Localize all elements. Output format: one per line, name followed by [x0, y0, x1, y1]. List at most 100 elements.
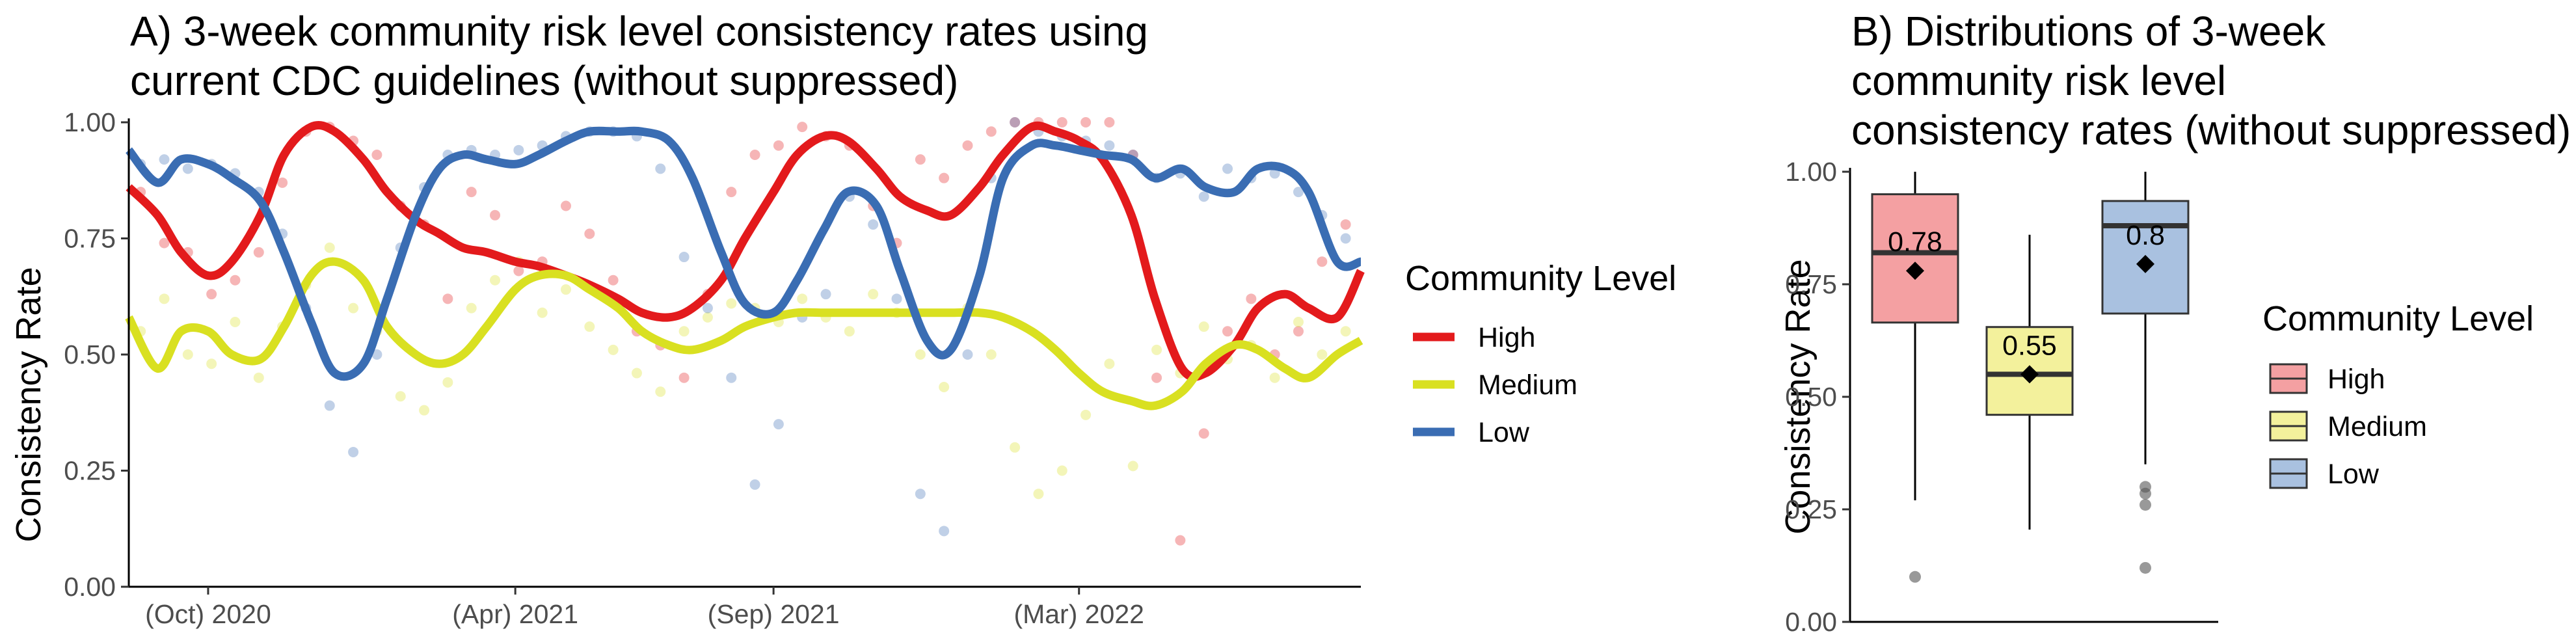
- point-low: [371, 349, 382, 360]
- point-high: [560, 200, 571, 211]
- point-medium: [395, 391, 406, 402]
- point-low: [1340, 233, 1351, 244]
- point-medium: [490, 275, 501, 286]
- point-medium: [324, 242, 335, 253]
- point-high: [1010, 117, 1021, 127]
- point-medium: [1127, 461, 1138, 472]
- point-low: [1010, 117, 1021, 127]
- point-high: [1198, 428, 1209, 439]
- panel-a-y-axis-title: Consistency Rate: [9, 267, 48, 542]
- panel-a-axes: 0.00 0.25 0.50 0.75 1.00 (Oct) 2020 (Apr) 2021…: [64, 107, 1361, 629]
- point-low: [1104, 140, 1115, 151]
- point-high: [513, 265, 524, 276]
- panel-b-title-line-3: consistency rates (without suppressed): [1851, 107, 2571, 154]
- point-high: [773, 140, 784, 151]
- point-low: [678, 252, 690, 263]
- point-medium: [584, 321, 595, 332]
- point-medium: [159, 293, 170, 304]
- point-high: [1293, 326, 1304, 337]
- point-high: [277, 177, 288, 188]
- point-medium: [631, 368, 642, 379]
- point-low: [749, 479, 760, 490]
- point-medium: [702, 312, 713, 323]
- point-low: [182, 163, 193, 174]
- point-medium: [608, 344, 619, 355]
- panel-a-x-tick-label: (Oct) 2020: [145, 599, 271, 629]
- point-medium: [1104, 358, 1115, 369]
- box-high: [1871, 193, 1959, 324]
- legend-label-box-low: Low: [2328, 459, 2380, 490]
- panel-b-y-tick-label: 0.25: [1785, 494, 1837, 524]
- panel-b-boxes-layer: 0.78 0.55 0.8: [1871, 172, 2190, 583]
- point-low: [324, 400, 335, 411]
- point-medium: [348, 302, 359, 314]
- point-medium: [419, 405, 430, 416]
- point-high: [1317, 256, 1328, 267]
- point-low: [1222, 163, 1233, 174]
- point-low: [820, 289, 831, 300]
- point-low: [891, 293, 902, 304]
- point-medium: [182, 349, 193, 360]
- outlier-low: [2140, 499, 2151, 511]
- point-high: [206, 289, 217, 300]
- point-medium: [1056, 465, 1067, 476]
- panel-a-y-tick-label: 0.00: [64, 572, 116, 602]
- point-low: [655, 163, 666, 174]
- point-medium: [1198, 321, 1209, 332]
- panel-b-box-chart: B) Distributions of 3-week community ris…: [1778, 8, 2571, 637]
- panel-a-lines-layer: [125, 121, 1365, 410]
- point-high: [1340, 219, 1351, 230]
- point-low: [159, 154, 170, 165]
- legend-label-low: Low: [1478, 417, 1530, 448]
- panel-b-y-tick-label: 1.00: [1785, 157, 1837, 187]
- point-medium: [1151, 344, 1162, 355]
- point-high: [939, 172, 950, 183]
- panel-b-y-axis-title: Consistency Rate: [1778, 259, 1818, 534]
- point-high: [1151, 372, 1162, 383]
- series-line-low: [125, 126, 1362, 381]
- point-high: [678, 372, 690, 383]
- point-medium: [868, 289, 879, 300]
- point-low: [773, 419, 784, 430]
- panel-b-y-tick-label: 0.00: [1785, 607, 1837, 637]
- point-high: [749, 149, 760, 160]
- series-line-medium: [125, 257, 1363, 410]
- point-low: [1269, 168, 1280, 179]
- panel-a-x-tick-label: (Sep) 2021: [708, 599, 840, 629]
- panel-a-y-tick-label: 0.50: [64, 340, 116, 369]
- mean-marker-high: [1906, 262, 1924, 280]
- mean-label-low: 0.8: [2126, 220, 2165, 251]
- panel-a-legend-title: Community Level: [1405, 259, 1676, 298]
- point-high: [371, 149, 382, 160]
- point-high: [1246, 293, 1257, 304]
- point-high: [962, 140, 973, 151]
- point-high: [1056, 117, 1067, 127]
- outlier-high: [1909, 570, 1921, 583]
- panel-b-y-tick-label: 0.50: [1785, 382, 1837, 412]
- panel-b-title-line-2: community risk level: [1851, 57, 2226, 104]
- outlier-low: [2140, 481, 2151, 493]
- point-high: [230, 275, 241, 286]
- legend-label-high: High: [1478, 322, 1535, 353]
- panel-b-legend-title: Community Level: [2262, 299, 2534, 338]
- panel-a-title-line-1: A) 3-week community risk level consisten…: [130, 8, 1148, 55]
- point-high: [253, 247, 264, 258]
- panel-b-axes: 0.00 0.25 0.50 0.75 1.00: [1785, 157, 2218, 637]
- panel-b-legend: Community Level High Medium Low: [2262, 299, 2534, 490]
- point-low: [962, 349, 973, 360]
- point-high: [442, 293, 453, 304]
- point-medium: [1340, 326, 1351, 337]
- mean-marker-medium: [2020, 365, 2039, 384]
- point-high: [584, 228, 595, 239]
- point-low: [1293, 187, 1304, 198]
- mean-label-medium: 0.55: [2002, 330, 2057, 361]
- point-medium: [678, 326, 690, 337]
- point-medium: [1033, 489, 1044, 500]
- point-high: [608, 275, 619, 286]
- point-high: [1080, 117, 1092, 127]
- point-high: [1222, 326, 1233, 337]
- point-medium: [206, 358, 217, 369]
- point-low: [915, 489, 926, 500]
- panel-a-x-tick-label: (Apr) 2021: [452, 599, 578, 629]
